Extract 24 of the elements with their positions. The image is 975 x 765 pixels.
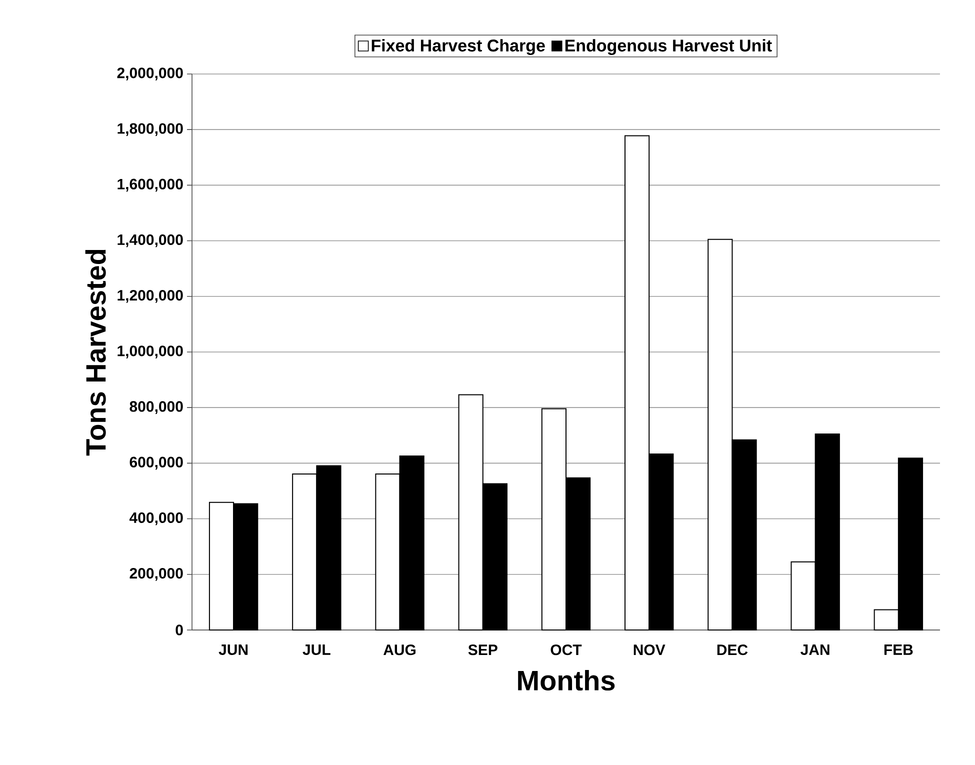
- legend-label: Endogenous Harvest Unit: [565, 39, 772, 56]
- y-tick-label: 1,000,000: [118, 346, 183, 358]
- y-tick-label: 1,800,000: [118, 123, 183, 136]
- y-tick-label: 1,200,000: [118, 290, 183, 303]
- x-tick-label: JAN: [800, 644, 830, 655]
- y-axis-title: Tons Harvested: [85, 250, 106, 456]
- y-tick-label: 800,000: [130, 401, 183, 414]
- x-axis-title: Months: [518, 670, 615, 691]
- y-tick-label: 200,000: [130, 568, 183, 581]
- x-tick-label: AUG: [383, 644, 416, 656]
- x-tick-label: JUN: [218, 644, 248, 655]
- x-tick-label: SEP: [468, 644, 498, 656]
- legend-label: Fixed Harvest Charge: [372, 39, 545, 56]
- y-tick-label: 400,000: [129, 512, 183, 526]
- y-tick-label: 600,000: [130, 456, 183, 470]
- x-tick-label: DEC: [717, 644, 748, 656]
- x-tick-label: NOV: [634, 644, 666, 656]
- x-tick-label: FEB: [884, 644, 913, 655]
- y-tick-label: 1,600,000: [118, 178, 183, 192]
- x-tick-label: OCT: [550, 644, 582, 656]
- y-tick-label: 1,400,000: [118, 234, 183, 248]
- y-tick-label: 0: [176, 624, 183, 636]
- y-tick-label: 2,000,000: [117, 68, 183, 80]
- x-tick-label: JUL: [302, 644, 330, 655]
